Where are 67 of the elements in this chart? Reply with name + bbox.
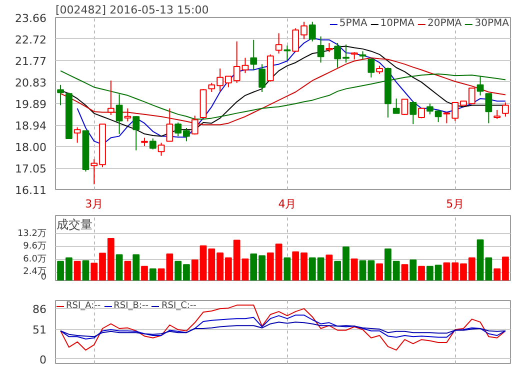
line-series bbox=[60, 314, 506, 340]
candlestick bbox=[74, 126, 81, 144]
bar bbox=[124, 260, 132, 280]
bar bbox=[82, 260, 90, 280]
y-tick-label: 19.89 bbox=[15, 98, 47, 111]
x-tick-label: 5月 bbox=[446, 198, 464, 210]
candlestick bbox=[392, 98, 400, 114]
bar bbox=[350, 258, 358, 280]
legend-label: 20PMA bbox=[428, 18, 462, 29]
y-tick-label: 23.66 bbox=[15, 12, 47, 25]
candlestick bbox=[502, 102, 509, 118]
y-tick-label: 17.05 bbox=[15, 162, 47, 176]
candlestick bbox=[476, 76, 484, 96]
candlestick bbox=[258, 64, 266, 92]
line-series bbox=[60, 322, 506, 338]
x-tick-label: 3月 bbox=[85, 198, 104, 210]
legend-label: 5PMA bbox=[339, 18, 368, 29]
candlestick bbox=[275, 32, 282, 54]
bar bbox=[284, 257, 291, 280]
legend-label: RSI_B:-- bbox=[114, 301, 148, 311]
candlestick bbox=[410, 100, 417, 125]
y-tick-label: 18.94 bbox=[15, 120, 47, 133]
chart-title: [002482] 2016-05-13 15:00 bbox=[56, 4, 209, 16]
y-tick-label: 16.11 bbox=[15, 184, 47, 197]
y-tick-label: 9.6万 bbox=[23, 242, 47, 252]
candlestick bbox=[149, 138, 156, 150]
candlestick bbox=[308, 21, 316, 42]
candlestick bbox=[485, 93, 492, 124]
bar bbox=[141, 266, 148, 280]
legend-label: 30PMA bbox=[474, 18, 509, 29]
candlestick bbox=[368, 57, 375, 78]
legend-label: 10PMA bbox=[380, 18, 415, 29]
bar bbox=[326, 254, 333, 280]
candlestick bbox=[116, 94, 123, 134]
y-tick-label: 20.83 bbox=[15, 76, 47, 90]
candlestick bbox=[317, 36, 324, 64]
bar bbox=[149, 268, 156, 280]
candlestick bbox=[124, 108, 132, 122]
x-tick-label: 4月 bbox=[278, 198, 296, 210]
candlestick bbox=[250, 39, 258, 70]
candlestick bbox=[284, 45, 291, 61]
candlestick bbox=[326, 42, 333, 53]
candlestick bbox=[57, 84, 64, 106]
bar bbox=[418, 266, 425, 280]
chart-title: 成交量 bbox=[56, 218, 92, 232]
bar bbox=[132, 254, 140, 280]
bar bbox=[410, 260, 417, 280]
legend-label: RSI_C:-- bbox=[161, 301, 196, 311]
candlestick bbox=[401, 98, 408, 116]
y-tick-label: 22.72 bbox=[15, 33, 47, 46]
candlestick bbox=[158, 142, 165, 156]
bar bbox=[376, 263, 383, 280]
series-label: RSI_A:-- bbox=[66, 301, 101, 311]
y-tick-label: 51 bbox=[32, 324, 47, 337]
candlestick bbox=[191, 115, 198, 136]
y-tick-label: 13.2万 bbox=[17, 228, 47, 239]
y-tick-label: 0 bbox=[40, 353, 46, 365]
y-tick-label: 18.00 bbox=[15, 140, 47, 154]
bar bbox=[74, 260, 81, 280]
candlestick bbox=[132, 116, 140, 151]
candlestick bbox=[107, 80, 114, 116]
candlestick bbox=[166, 108, 174, 142]
bar bbox=[401, 264, 408, 280]
y-tick-label: 86 bbox=[32, 303, 47, 316]
y-tick-label: 21.77 bbox=[15, 55, 47, 68]
bar bbox=[116, 254, 123, 280]
y-tick-label: 6.0万 bbox=[23, 254, 47, 264]
